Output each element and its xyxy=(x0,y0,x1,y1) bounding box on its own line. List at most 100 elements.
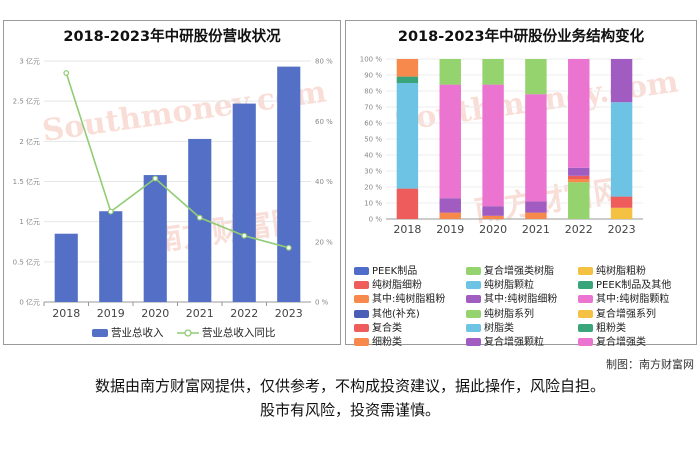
yoy-point xyxy=(63,70,70,76)
revenue-bar xyxy=(143,175,167,302)
x-tick-label: 2020 xyxy=(479,223,507,236)
legend-label: 复合类 xyxy=(372,322,402,334)
stack-segment xyxy=(439,212,461,219)
stack-segment xyxy=(568,182,590,219)
yoy-point xyxy=(285,244,292,251)
x-tick-label: 2023 xyxy=(608,223,636,236)
legend-swatch xyxy=(466,338,481,346)
stack-segment xyxy=(568,179,590,183)
stack-segment xyxy=(610,196,633,208)
revenue-bar xyxy=(99,211,123,302)
right-tick-label: 80 % xyxy=(315,58,333,66)
stack-segment xyxy=(568,167,590,176)
legend-swatch xyxy=(466,309,481,318)
legend-item: 复合增强类树脂 xyxy=(466,262,554,277)
right-tick-label: 20 % xyxy=(315,238,333,246)
stack-segment xyxy=(482,59,504,85)
stack-segment xyxy=(482,215,504,219)
bar-swatch xyxy=(92,329,108,337)
left-tick-label: 1 亿元 xyxy=(19,217,40,226)
revenue-chart-title: 2018-2023年中研股份营收状况 xyxy=(63,29,281,45)
legend-swatch xyxy=(578,295,593,304)
right-tick-label: 0 % xyxy=(315,299,329,307)
yoy-point xyxy=(196,214,203,221)
stack-segment xyxy=(525,94,547,202)
line-swatch-icon xyxy=(176,329,199,337)
stack-segment xyxy=(482,206,504,216)
legend-swatch xyxy=(466,323,481,332)
disclaimer-line-1: 数据由南方财富网提供，仅供参考，不构成投资建议，据此操作，风险自担。 xyxy=(94,377,605,395)
y-tick-label: 10 % xyxy=(364,200,382,208)
legend-label: 树脂类 xyxy=(484,322,514,334)
y-tick-label: 60 % xyxy=(364,120,382,128)
legend-label: 纯树脂系列 xyxy=(484,308,534,320)
legend-item: PEEK制品 xyxy=(354,262,417,277)
legend-item: 粗粉类 xyxy=(578,319,626,334)
y-tick-label: 100 % xyxy=(360,56,383,64)
left-tick-label: 0 亿元 xyxy=(19,298,40,307)
legend-bar-label: 营业总收入 xyxy=(111,327,164,339)
chart-credit: 制图：南方财富网 xyxy=(606,358,694,371)
legend-swatch xyxy=(354,309,369,318)
legend-label: 复合增强颗粒 xyxy=(484,337,544,348)
right-tick-label: 60 % xyxy=(315,118,333,126)
stack-segment xyxy=(396,76,419,83)
legend-item: 复合增强系列 xyxy=(578,305,656,320)
y-tick-label: 90 % xyxy=(364,72,382,80)
legend-label: 纯树脂粗粉 xyxy=(596,266,646,277)
legend-label: 其中:纯树脂粗粉 xyxy=(372,294,446,306)
legend-line-item: 营业总收入同比 xyxy=(176,327,275,339)
legend-item: 其中:纯树脂粗粉 xyxy=(354,290,445,305)
stack-segment xyxy=(439,59,461,85)
yoy-point xyxy=(152,175,159,182)
y-tick-label: 80 % xyxy=(364,88,382,96)
legend-swatch xyxy=(578,338,593,346)
disclaimer-line-2: 股市有风险，投资需谨慎。 xyxy=(259,401,440,419)
legend-swatch xyxy=(354,267,369,275)
legend-label: 其他(补充) xyxy=(372,308,420,320)
legend-swatch xyxy=(578,323,593,332)
y-tick-label: 40 % xyxy=(364,152,382,160)
legend-label: PEEK制品 xyxy=(372,266,418,277)
left-tick-label: 0.5 亿元 xyxy=(13,257,40,266)
legend-label: 复合增强类树脂 xyxy=(484,266,554,277)
stack-segment xyxy=(610,102,633,197)
revenue-bar xyxy=(54,233,78,302)
y-tick-label: 50 % xyxy=(364,136,382,144)
legend-item: 细粉类 xyxy=(354,333,402,348)
x-tick-label: 2018 xyxy=(393,223,421,236)
legend-swatch xyxy=(354,338,369,346)
y-tick-label: 0 % xyxy=(369,216,383,224)
legend-item: 复合增强类 xyxy=(578,333,646,348)
legend-item: 其中:纯树脂颗粒 xyxy=(578,290,669,305)
legend-swatch xyxy=(354,323,369,332)
x-tick-label: 2022 xyxy=(230,307,258,320)
stack-segment xyxy=(525,212,547,219)
legend-item: 纯树脂粗粉 xyxy=(578,262,646,277)
legend-item: 树脂类 xyxy=(466,319,514,334)
legend-item: 纯树脂细粉 xyxy=(354,276,422,291)
legend-swatch xyxy=(578,309,593,318)
legend-label: 纯树脂颗粒 xyxy=(484,280,534,292)
stack-segment xyxy=(482,84,504,207)
structure-chart-title: 2018-2023年中研股份业务结构变化 xyxy=(397,29,645,45)
x-tick-label: 2021 xyxy=(186,307,214,320)
legend-label: 复合增强系列 xyxy=(596,308,656,320)
stack-segment xyxy=(439,84,461,199)
stack-segment xyxy=(610,59,633,103)
legend-label: 纯树脂细粉 xyxy=(372,280,422,292)
legend-label: 细粉类 xyxy=(372,337,402,348)
x-tick-label: 2022 xyxy=(565,223,593,236)
left-tick-label: 2.5 亿元 xyxy=(13,97,40,106)
legend-item: 纯树脂系列 xyxy=(466,305,534,320)
x-tick-label: 2019 xyxy=(97,307,125,320)
legend-label: 其中:纯树脂细粉 xyxy=(484,294,558,306)
legend-swatch xyxy=(466,295,481,304)
legend-label: PEEK制品及其他 xyxy=(596,280,672,292)
stack-segment xyxy=(525,59,547,95)
right-tick-label: 40 % xyxy=(315,178,333,186)
legend-item: 其中:纯树脂细粉 xyxy=(466,290,557,305)
y-tick-label: 70 % xyxy=(364,104,382,112)
